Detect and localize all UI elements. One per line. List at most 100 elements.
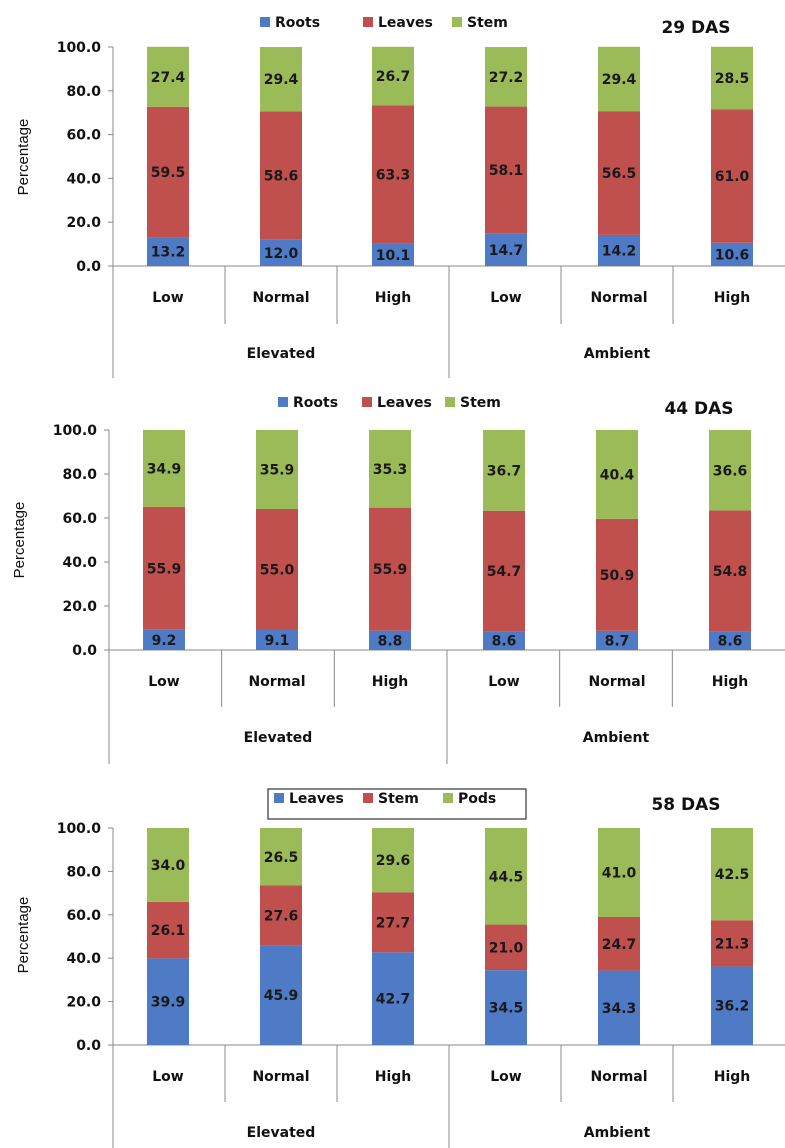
x-category-label: High — [372, 674, 409, 690]
x-group-label: Elevated — [247, 1125, 316, 1141]
data-label: 45.9 — [264, 988, 299, 1004]
data-label: 29.4 — [602, 72, 637, 88]
chart-1: 0.0 20.0 40.0 60.0 80.0 100.0 Percentage Low Nor… — [15, 15, 785, 378]
bar-segment-leaves — [147, 106, 189, 238]
bar-segment-stem — [711, 920, 753, 967]
bar-segment-stem — [372, 46, 414, 106]
bar-segment-leaves — [260, 945, 302, 1045]
bar-segment-roots — [483, 631, 525, 650]
data-label: 34.3 — [602, 1001, 637, 1017]
bar-segment-leaves — [598, 970, 640, 1045]
data-label: 59.5 — [151, 165, 186, 181]
y-tick-label: 60.0 — [66, 908, 101, 924]
bar-segment-leaves — [260, 111, 302, 240]
data-label: 61.0 — [715, 169, 750, 185]
data-label: 8.8 — [378, 633, 403, 649]
bar-segment-pods — [147, 828, 189, 902]
legend-label: Roots — [293, 395, 338, 411]
x-group-label: Ambient — [584, 346, 651, 362]
bar-segment-leaves — [485, 106, 527, 234]
data-label: 9.1 — [265, 633, 290, 649]
data-label: 27.2 — [489, 70, 524, 86]
data-label: 55.9 — [147, 561, 182, 577]
x-category-label: Normal — [248, 674, 305, 690]
x-group-label: Ambient — [583, 730, 650, 746]
bar-segment-leaves — [369, 507, 411, 631]
bar-segment-leaves — [711, 109, 753, 243]
bar-segment-pods — [598, 828, 640, 917]
bar-segment-stem — [711, 46, 753, 110]
y-tick-label: 0.0 — [76, 1038, 101, 1054]
chart-title: 58 DAS — [651, 795, 720, 815]
legend-label: Pods — [458, 791, 496, 807]
y-axis-label: Percentage — [11, 502, 28, 579]
y-tick-label: 100.0 — [57, 40, 102, 56]
x-category-label: High — [375, 290, 412, 306]
y-tick-label: 80.0 — [62, 467, 97, 483]
bar-segment-leaves — [256, 508, 298, 630]
chart-2: 0.0 20.0 40.0 60.0 80.0 100.0 Percentage Low Nor… — [11, 395, 785, 764]
data-label: 24.7 — [602, 937, 637, 953]
y-tick-label: 0.0 — [72, 643, 97, 659]
data-label: 42.7 — [376, 992, 411, 1008]
bar-segment-leaves — [711, 966, 753, 1045]
bar-segment-leaves — [598, 111, 640, 235]
legend-swatch-leaves — [274, 793, 284, 803]
data-label: 34.9 — [147, 461, 182, 477]
bar-segment-stem — [709, 430, 751, 511]
data-label: 26.5 — [264, 850, 299, 866]
x-category-label: High — [714, 290, 751, 306]
data-label: 42.5 — [715, 867, 750, 883]
x-category-label: High — [375, 1069, 412, 1085]
y-tick-label: 80.0 — [66, 864, 101, 880]
bar-segment-pods — [711, 828, 753, 921]
legend-swatch-roots — [278, 397, 288, 407]
bar-segment-leaves — [596, 518, 638, 631]
bar-segment-leaves — [483, 510, 525, 632]
y-tick-label: 60.0 — [66, 128, 101, 144]
data-label: 10.1 — [376, 248, 411, 264]
bar-segment-stem — [147, 46, 189, 107]
bar-segment-stem — [483, 430, 525, 511]
data-label: 27.7 — [376, 915, 411, 931]
legend-swatch-roots — [260, 17, 270, 27]
x-group-label: Ambient — [584, 1125, 651, 1141]
data-label: 58.6 — [264, 169, 299, 185]
bar-segment-roots — [372, 243, 414, 266]
data-label: 27.6 — [264, 908, 299, 924]
legend-label: Stem — [460, 395, 501, 411]
data-label: 54.7 — [487, 564, 522, 580]
data-label: 8.6 — [718, 634, 743, 650]
legend-label: Stem — [467, 15, 508, 31]
data-label: 27.4 — [151, 70, 186, 86]
bar-segment-stem — [256, 430, 298, 509]
data-label: 36.7 — [487, 463, 522, 479]
y-tick-label: 100.0 — [57, 821, 102, 837]
legend-swatch-stem — [445, 397, 455, 407]
legend-swatch-pods — [443, 793, 453, 803]
x-category-label: Low — [152, 290, 184, 306]
bar-segment-stem — [596, 430, 638, 519]
data-label: 58.1 — [489, 163, 524, 179]
data-label: 14.2 — [602, 243, 637, 259]
legend-swatch-leaves — [362, 397, 372, 407]
data-label: 26.1 — [151, 923, 186, 939]
bar-segment-roots — [598, 234, 640, 266]
data-label: 56.5 — [602, 166, 637, 182]
chart-3: 0.0 20.0 40.0 60.0 80.0 100.0 Percentage Low Nor… — [15, 788, 785, 1148]
data-label: 10.6 — [715, 247, 750, 263]
bar-segment-stem — [485, 924, 527, 971]
x-category-label: High — [712, 674, 749, 690]
legend-label: Leaves — [378, 15, 433, 31]
data-label: 21.3 — [715, 936, 750, 952]
bar-segment-roots — [711, 242, 753, 266]
bar-segment-leaves — [143, 506, 185, 630]
y-axis-label: Percentage — [15, 119, 32, 196]
data-label: 55.9 — [373, 562, 408, 578]
bar-segment-stem — [143, 430, 185, 507]
data-label: 41.0 — [602, 865, 637, 881]
legend-label: Roots — [275, 15, 320, 31]
data-label: 26.7 — [376, 69, 411, 85]
bar-segment-roots — [596, 630, 638, 650]
